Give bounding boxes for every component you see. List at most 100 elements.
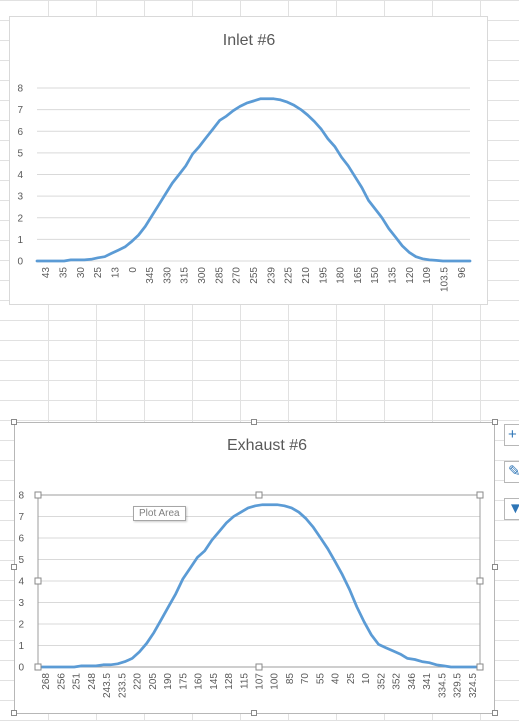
x-tick-label: 195: [318, 267, 329, 284]
y-tick-label: 1: [17, 235, 23, 246]
x-tick-label: 96: [457, 267, 468, 279]
y-tick-label: 8: [17, 84, 23, 95]
x-tick-label: 145: [209, 673, 220, 690]
plot-area-handle[interactable]: [476, 577, 484, 585]
x-tick-label: 100: [270, 673, 281, 690]
x-tick-label: 107: [255, 673, 266, 690]
plot-area-tooltip: Plot Area: [133, 506, 186, 521]
y-tick-label: 3: [18, 598, 24, 609]
x-tick-label: 30: [76, 267, 87, 279]
x-tick-label: 220: [133, 673, 144, 690]
x-tick-label: 205: [148, 673, 159, 690]
x-tick-label: 225: [284, 267, 295, 284]
y-tick-label: 8: [18, 491, 24, 502]
x-tick-label: 10: [361, 673, 372, 685]
y-tick-label: 6: [18, 534, 24, 545]
y-tick-label: 6: [17, 127, 23, 138]
x-tick-label: 135: [388, 267, 399, 284]
x-tick-label: 109: [422, 267, 433, 284]
plot-area-handle[interactable]: [34, 663, 42, 671]
x-tick-label: 248: [87, 673, 98, 690]
resize-handle[interactable]: [492, 419, 498, 425]
x-tick-label: 25: [93, 267, 104, 279]
plot-area-handle[interactable]: [34, 491, 42, 499]
x-tick-label: 334.5: [437, 673, 448, 698]
x-tick-label: 43: [41, 267, 52, 279]
x-tick-label: 300: [197, 267, 208, 284]
x-tick-label: 251: [72, 673, 83, 690]
x-tick-label: 210: [301, 267, 312, 284]
series-line[interactable]: [36, 503, 482, 669]
x-tick-label: 128: [224, 673, 235, 690]
x-tick-label: 40: [331, 673, 342, 685]
exhaust-chart[interactable]: Exhaust #6 0 1 2 3 4 5 6 7 8 268 256 251 248 243.5 233…: [14, 422, 495, 714]
y-tick-label: 1: [18, 641, 24, 652]
inlet-chart[interactable]: Inlet #6 0 1 2 3 4 5 6 7 8 43 35 30 25 13 0 345 330 315 30…: [9, 16, 488, 305]
plot-area-handle[interactable]: [476, 491, 484, 499]
chart-title: Inlet #6: [223, 32, 276, 49]
plot-area-handle[interactable]: [255, 663, 263, 671]
chart-filters-button[interactable]: ▼: [504, 498, 519, 520]
x-tick-label: 268: [41, 673, 52, 690]
resize-handle[interactable]: [251, 710, 257, 716]
resize-handle[interactable]: [492, 710, 498, 716]
x-tick-label: 180: [336, 267, 347, 284]
x-tick-label: 150: [370, 267, 381, 284]
x-tick-label: 55: [315, 673, 326, 685]
y-tick-label: 7: [17, 105, 23, 116]
x-tick-label: 329.5: [453, 673, 464, 698]
chart-styles-button[interactable]: ✎: [504, 461, 519, 483]
chart-title: Exhaust #6: [227, 437, 307, 454]
y-tick-label: 3: [17, 192, 23, 203]
x-tick-label: 190: [163, 673, 174, 690]
resize-handle[interactable]: [11, 564, 17, 570]
x-tick-label: 13: [110, 267, 121, 279]
x-tick-label: 0: [128, 267, 139, 273]
y-tick-label: 0: [17, 257, 23, 268]
exhaust-chart-svg: Exhaust #6 0 1 2 3 4 5 6 7 8 268 256 251 248 243.5 233…: [18, 437, 484, 698]
x-tick-label: 345: [145, 267, 156, 284]
x-tick-label: 239: [266, 267, 277, 284]
x-tick-label: 270: [232, 267, 243, 284]
x-tick-label: 103.5: [440, 267, 451, 292]
y-tick-label: 7: [18, 512, 24, 523]
resize-handle[interactable]: [492, 564, 498, 570]
plot-area-handle[interactable]: [476, 663, 484, 671]
x-tick-label: 243.5: [102, 673, 113, 698]
x-tick-label: 70: [300, 673, 311, 685]
y-tick-label: 5: [18, 555, 24, 566]
x-tick-label: 330: [162, 267, 173, 284]
x-tick-label: 256: [56, 673, 67, 690]
x-tick-label: 120: [405, 267, 416, 284]
x-tick-label: 324.5: [468, 673, 479, 698]
x-tick-label: 175: [178, 673, 189, 690]
x-tick-label: 85: [285, 673, 296, 685]
brush-icon: ✎: [508, 463, 519, 481]
x-tick-label: 233.5: [117, 673, 128, 698]
x-tick-label: 285: [214, 267, 225, 284]
x-tick-label: 115: [239, 673, 250, 689]
series-line[interactable]: [35, 97, 472, 263]
filter-icon: ▼: [508, 500, 519, 518]
x-tick-label: 160: [194, 673, 205, 690]
x-tick-label: 346: [407, 673, 418, 690]
x-tick-label: 25: [346, 673, 357, 685]
x-tick-label: 315: [180, 267, 191, 284]
x-tick-label: 255: [249, 267, 260, 284]
y-tick-label: 4: [18, 577, 24, 588]
x-tick-label: 341: [422, 673, 433, 690]
add-chart-element-button[interactable]: +: [504, 424, 519, 446]
y-tick-label: 2: [18, 620, 24, 631]
resize-handle[interactable]: [251, 419, 257, 425]
x-tick-label: 165: [353, 267, 364, 284]
x-tick-label: 352: [392, 673, 403, 690]
resize-handle[interactable]: [11, 710, 17, 716]
plus-icon: +: [508, 426, 517, 443]
y-tick-label: 4: [17, 170, 23, 181]
y-tick-label: 5: [17, 148, 23, 159]
plot-area-handle[interactable]: [34, 577, 42, 585]
x-tick-label: 352: [376, 673, 387, 690]
resize-handle[interactable]: [11, 419, 17, 425]
plot-area-handle[interactable]: [255, 491, 263, 499]
